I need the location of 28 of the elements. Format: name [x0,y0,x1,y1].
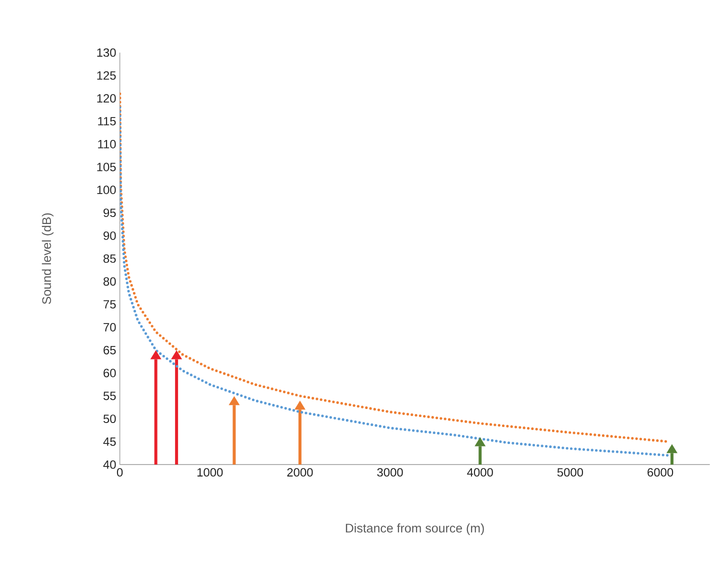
x-tick-label: 3000 [377,468,403,477]
y-tick-label: 45 [103,438,116,446]
y-tick-label: 125 [97,71,116,80]
y-tick-label: 55 [103,392,116,400]
x-tick-label: 4000 [467,468,493,477]
y-tick-label: 60 [104,368,116,378]
x-tick-label: 5000 [557,468,584,477]
x-axis-title: Distance from source (m) [346,523,484,536]
y-tick-label: 100 [97,186,116,194]
y-tick-label: 50 [103,414,116,424]
y-tick-label: 40 [103,460,116,469]
y-tick-label: 80 [104,277,116,286]
y-tick-label: 75 [104,300,116,309]
y-tick-label: 90 [104,231,116,240]
y-tick-label: 105 [97,162,116,172]
x-tick-label: 2000 [287,468,313,477]
x-tick-label: 0 [116,468,123,477]
y-tick-label: 120 [97,94,116,103]
y-tick-label: 115 [98,117,116,126]
x-tick-label: 6000 [648,468,674,477]
y-tick-label: 110 [98,140,116,148]
y-tick-label: 65 [104,346,116,354]
y-tick-label: 70 [104,323,116,332]
y-tick-label: 130 [97,48,116,57]
y-tick-label: 85 [104,254,116,263]
x-tick-label: 1000 [197,468,223,477]
y-axis-title: Sound level (dB) [42,213,54,304]
y-tick-label: 95 [104,208,116,218]
